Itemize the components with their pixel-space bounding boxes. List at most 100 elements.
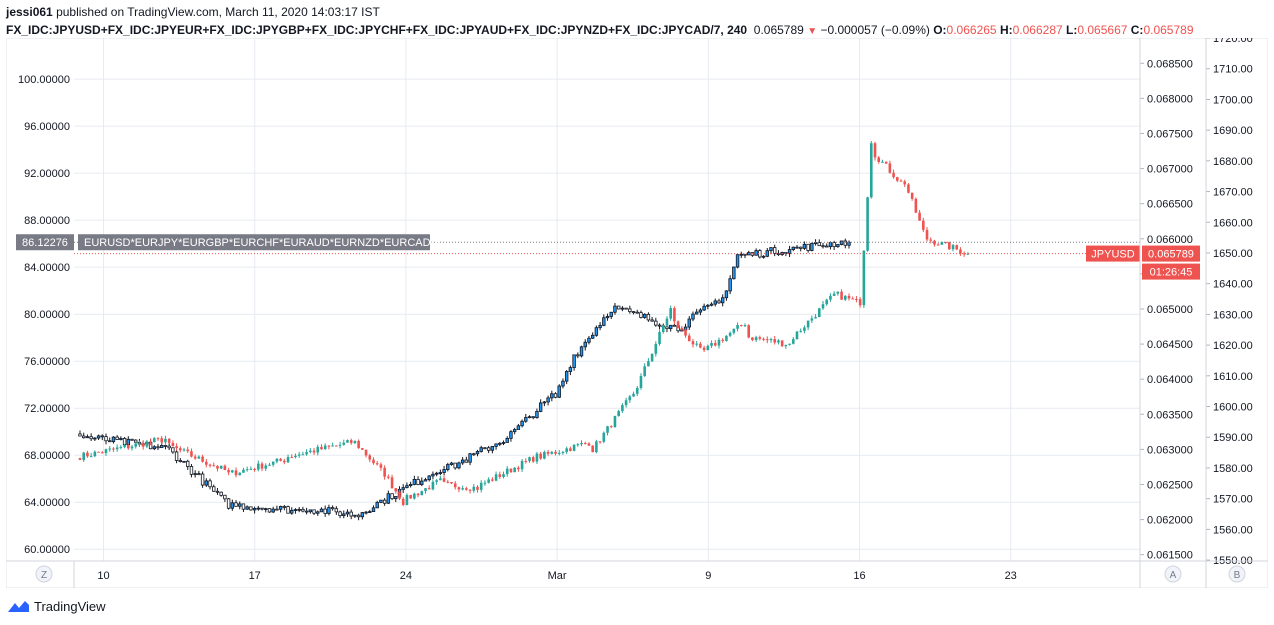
timezone-button[interactable]: Z [35,565,53,583]
compare-candle-body [483,447,487,450]
compare-candle-body [553,393,558,398]
compare-candle-body [550,393,554,399]
main-candle-body [858,299,862,306]
secondary-axis-tick: 1700.00 [1213,94,1253,106]
auto-scale-button[interactable]: A [1164,565,1182,583]
main-candle-body [364,449,368,456]
main-candle-body [257,463,260,470]
main-candle-body [375,463,379,465]
secondary-axis-tick: 1640.00 [1213,279,1253,291]
compare-candle-body [538,402,543,412]
symbol-name[interactable]: FX_IDC:JPYUSD+FX_IDC:JPYEUR+FX_IDC:JPYGB… [6,23,748,37]
compare-candle-body [386,493,391,504]
main-candle-body [758,337,762,339]
left-axis-tick: 72.00000 [24,403,70,415]
compare-candle-body [449,462,454,465]
main-candle-body [398,491,401,499]
main-candle-body [713,343,717,346]
candlestick-chart[interactable]: 60.00000 64.00000 68.00000 72.00000 76.00000… [5,33,1269,589]
left-axis-tick: 80.00000 [24,309,70,321]
left-axis-tick: 68.00000 [24,450,70,462]
time-axis[interactable]: 10 17 24 Mar 9 16 23 [97,570,1016,582]
main-candle-body [873,143,877,158]
compare-candle-body [226,498,231,509]
compare-candle-body [408,484,413,487]
compare-candle-body [694,311,699,315]
main-symbol-badge [1086,245,1140,262]
secondary-axis-tick: 1680.00 [1213,156,1253,168]
compare-candle-body [204,480,209,486]
compare-candle-body [412,479,417,485]
compare-candle-body [282,506,287,508]
right-axis-tick: 0.063000 [1147,444,1193,456]
compare-candle-body [189,466,194,475]
main-candle-body [710,343,713,346]
compare-candle-body [338,511,342,517]
main-candle-body [743,325,747,327]
main-candle-body [93,451,97,457]
main-candle-body [349,440,353,444]
main-candle-body [910,192,914,199]
compare-candle-body [817,242,821,247]
main-candle-body [665,318,669,326]
main-candle-body [439,478,442,481]
main-candle-body [149,441,152,443]
main-candle-body [453,483,457,488]
high-value: 0.066287 [1012,23,1063,37]
compare-candle-body [119,438,123,440]
compare-candle-body [342,513,346,517]
compare-candle-body [769,247,773,252]
main-series-candles [78,141,970,507]
compare-candle-body [208,480,212,488]
compare-candle-body [442,469,446,473]
right-axis-tick: 0.064500 [1147,339,1193,351]
secondary-axis-tick: 1710.00 [1213,64,1253,76]
main-candle-body [472,486,476,491]
main-candle-body [609,426,613,428]
main-candle-body [940,241,944,245]
main-candle-body [502,474,505,477]
compare-candle-body [806,243,810,251]
tradingview-brand[interactable]: TradingView [6,597,106,615]
compare-series-name-badge [78,234,430,251]
main-candle-body [869,143,873,198]
compare-candle-body [546,397,550,403]
compare-candle-body [215,490,220,493]
compare-candle-body [828,242,833,248]
compare-candle-body [609,311,613,317]
secondary-scale-button[interactable]: B [1228,565,1246,583]
compare-candle-body [720,297,725,304]
main-candle-body [290,457,294,459]
compare-candle-body [345,511,350,515]
compare-series-candles [78,238,851,521]
main-candle-body [647,361,650,367]
main-candle-body [572,444,576,451]
right-price-axis[interactable]: 0.061500 0.062000 0.062500 0.063000 0.063500… [1140,58,1193,562]
main-candle-body [82,452,86,460]
compare-candle-body [301,508,305,512]
author-name[interactable]: jessi061 [6,5,53,19]
compare-candle-body [791,246,795,250]
compare-candle-body [353,514,357,517]
auto-scale-button-label: A [1170,570,1177,581]
left-price-axis[interactable]: 60.00000 64.00000 68.00000 72.00000 76.00000… [18,74,70,556]
compare-candle-body [401,487,405,490]
main-candle-body [539,453,542,459]
grid-lines [74,38,1140,561]
right-axis-tick: 0.066000 [1147,234,1193,246]
main-candle-body [840,291,843,300]
main-candle-body [160,438,164,443]
compare-candle-body [308,509,313,513]
main-candle-body [238,472,242,476]
main-candle-body [617,411,620,417]
compare-candle-body [193,473,197,476]
main-candle-body [628,396,632,401]
secondary-axis-tick: 1670.00 [1213,187,1253,199]
main-candle-body [112,448,115,450]
compare-candle-body [520,420,524,427]
time-axis-tick: 23 [1005,570,1017,582]
compare-candle-body [356,514,361,518]
main-candle-body [929,239,933,241]
left-axis-tick: 64.00000 [24,497,70,509]
compare-candle-body [813,242,818,245]
